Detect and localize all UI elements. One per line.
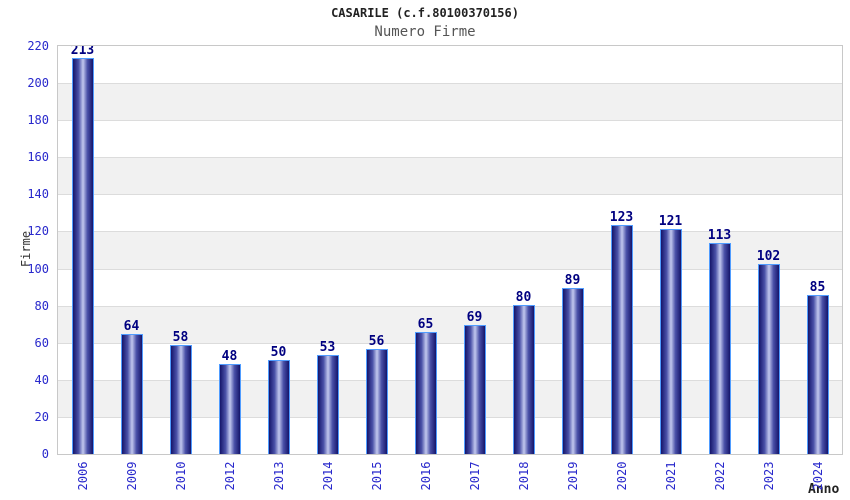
x-tick-label: 2015	[369, 461, 384, 491]
bar	[120, 334, 143, 454]
grid-band	[58, 120, 842, 158]
y-tick-label: 160	[27, 150, 49, 165]
gridline	[58, 157, 842, 159]
x-tick-label: 2022	[712, 461, 727, 491]
grid-band	[58, 157, 842, 195]
x-tick-label: 2024	[810, 461, 825, 491]
gridline	[58, 268, 842, 270]
gridline	[58, 231, 842, 233]
y-tick-label: 60	[34, 335, 49, 350]
x-tick-label: 2012	[222, 461, 237, 491]
bar-value-label: 53	[319, 340, 336, 355]
x-tick-label: 2020	[614, 461, 629, 491]
x-tick-label: 2017	[467, 461, 482, 491]
x-tick-label: 2018	[516, 461, 531, 491]
chart-subtitle: Numero Firme	[374, 24, 476, 40]
bar	[610, 225, 633, 454]
bar-value-label: 56	[368, 334, 385, 349]
bar-value-label: 85	[809, 280, 826, 295]
bar	[463, 325, 486, 454]
y-tick-label: 200	[27, 76, 49, 91]
bar	[218, 364, 241, 454]
x-tick-label: 2009	[124, 461, 139, 491]
gridline	[58, 120, 842, 122]
bar	[659, 229, 682, 454]
y-tick-label: 180	[27, 113, 49, 128]
gridline	[58, 342, 842, 344]
gridline	[58, 416, 842, 418]
x-tick-label: 2010	[173, 461, 188, 491]
gridline	[58, 83, 842, 85]
bar	[267, 360, 290, 454]
bar-value-label: 80	[515, 290, 532, 305]
y-tick-label: 140	[27, 187, 49, 202]
gridline	[58, 379, 842, 381]
bar	[414, 332, 437, 454]
grid-band	[58, 194, 842, 232]
y-tick-label: 220	[27, 39, 49, 53]
bar	[169, 345, 192, 454]
bar-value-label: 58	[172, 330, 189, 345]
x-tick-label: 2021	[663, 461, 678, 491]
gridline	[58, 194, 842, 196]
y-tick-label: 0	[41, 447, 49, 461]
grid-band	[58, 46, 842, 84]
bar-value-label: 123	[609, 210, 634, 225]
bar-value-label: 48	[221, 349, 238, 364]
bar-value-label: 121	[658, 214, 683, 229]
bar-value-label: 213	[70, 45, 95, 58]
bar-value-label: 50	[270, 345, 287, 360]
bar-value-label: 89	[564, 273, 581, 288]
x-tick-label: 2019	[565, 461, 580, 491]
x-tick-label: 2006	[75, 461, 90, 491]
x-tick-label: 2023	[761, 461, 776, 491]
plot-area: 213 64 58 48 50 53 56 65 69 80 89 123 121 113 102 85	[57, 45, 843, 455]
y-tick-label: 40	[34, 372, 49, 387]
x-tick-label: 2013	[271, 461, 286, 491]
grid-band	[58, 83, 842, 121]
x-tick-label: 2014	[320, 461, 335, 491]
bar-value-label: 102	[756, 249, 781, 264]
bar	[365, 349, 388, 454]
bar-value-label: 69	[466, 310, 483, 325]
bar-value-label: 64	[123, 319, 140, 334]
bar	[806, 295, 829, 454]
chart-title: CASARILE (c.f.80100370156)	[331, 6, 519, 20]
y-tick-label: 80	[34, 298, 49, 313]
bar	[316, 355, 339, 454]
bar-value-label: 113	[707, 228, 732, 243]
y-tick-label: 20	[34, 409, 49, 424]
x-axis-title: Anno	[808, 482, 840, 497]
x-tick-label: 2016	[418, 461, 433, 491]
bar	[512, 305, 535, 454]
bar	[708, 243, 731, 454]
bar	[71, 58, 94, 454]
y-tick-label: 120	[27, 224, 49, 239]
bar	[561, 288, 584, 454]
bar-value-label: 65	[417, 317, 434, 332]
bar	[757, 264, 780, 454]
y-tick-label: 100	[27, 261, 49, 276]
gridline	[58, 305, 842, 307]
